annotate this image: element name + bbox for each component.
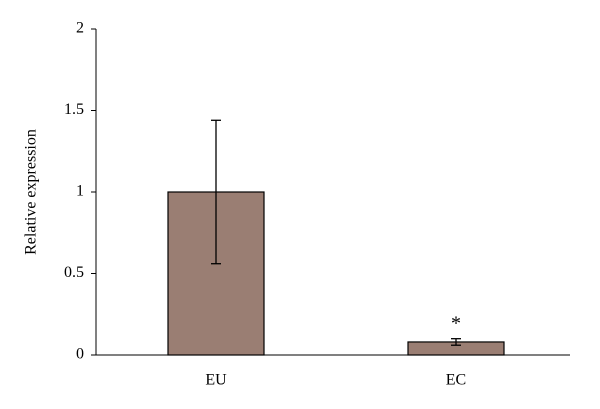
error-bar	[211, 119, 221, 265]
x-tick-label: EU	[205, 372, 227, 389]
y-tick-label: 1	[76, 183, 84, 200]
significance-annotation: *	[451, 312, 461, 334]
x-tick-label: EC	[446, 372, 466, 389]
error-bar	[451, 338, 461, 346]
y-axis-label: Relative expression	[23, 129, 40, 255]
y-tick-label: 0.5	[64, 264, 84, 281]
y-tick-label: 1.5	[64, 101, 84, 118]
y-tick-label: 2	[76, 20, 84, 37]
y-tick-label: 0	[76, 346, 84, 363]
